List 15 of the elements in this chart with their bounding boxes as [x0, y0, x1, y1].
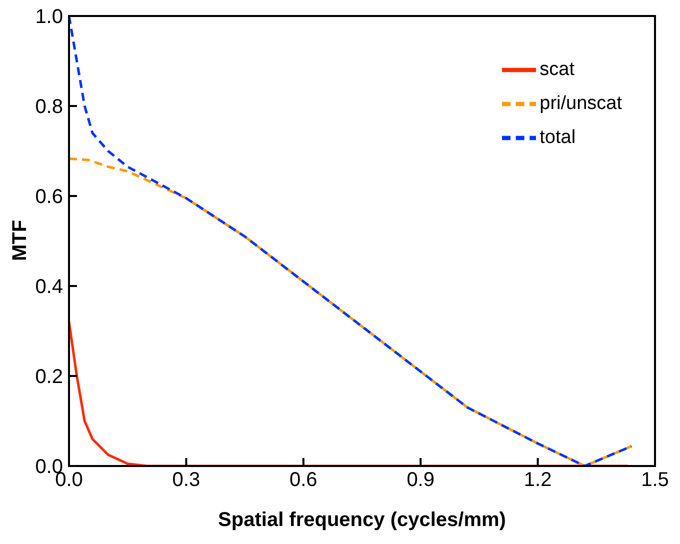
y-tick-label: 0.4: [35, 276, 63, 298]
x-tick-label: 1.5: [641, 469, 669, 492]
legend-label: scat: [540, 59, 574, 80]
y-tick-label: 1.0: [35, 6, 63, 28]
y-tick-label: 0.8: [35, 96, 63, 118]
x-tick-label: 1.2: [524, 469, 552, 492]
x-tick-label: 0.9: [406, 469, 435, 492]
x-tick-label: 0.6: [289, 469, 318, 492]
y-axis-title: MTF: [9, 220, 32, 261]
y-tick-label: 0.6: [35, 186, 63, 208]
x-axis-title: Spatial frequency (cycles/mm): [218, 509, 506, 531]
legend-label: pri/unscat: [540, 93, 622, 114]
legend-label: total: [540, 127, 576, 148]
y-tick-label: 0.2: [35, 366, 63, 388]
x-tick-label: 0.3: [172, 469, 200, 492]
